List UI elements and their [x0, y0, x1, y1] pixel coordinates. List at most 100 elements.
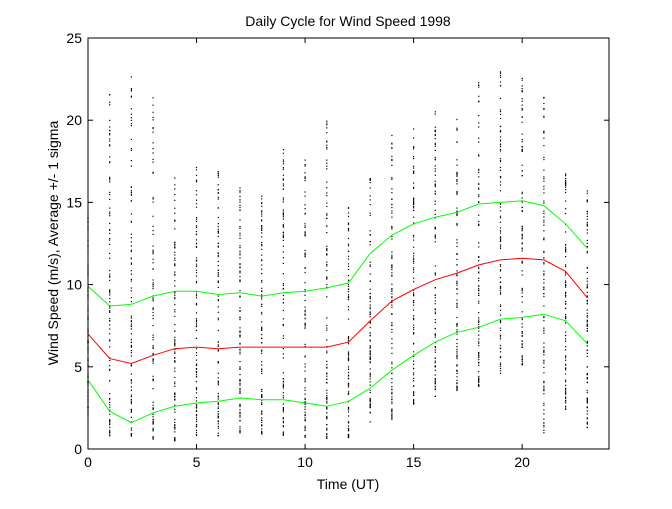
scatter-point [195, 389, 198, 391]
scatter-point [347, 338, 350, 340]
scatter-point [369, 273, 371, 275]
scatter-point [369, 351, 371, 353]
scatter-point [195, 431, 198, 434]
scatter-point [521, 98, 523, 100]
scatter-point [543, 200, 545, 202]
scatter-point [499, 97, 502, 100]
scatter-point [413, 156, 415, 158]
scatter-point [456, 354, 458, 356]
scatter-point [413, 402, 415, 404]
scatter-point [152, 423, 154, 425]
scatter-point [434, 129, 436, 131]
scatter-point [499, 125, 502, 127]
scatter-point [239, 361, 241, 363]
scatter-point [282, 251, 284, 253]
scatter-point [434, 180, 436, 182]
scatter-point [499, 247, 502, 249]
scatter-point [109, 269, 111, 272]
scatter-point [304, 323, 306, 326]
scatter-point [174, 399, 176, 401]
scatter-point [239, 342, 241, 344]
scatter-point [152, 413, 154, 415]
scatter-point [565, 174, 567, 176]
scatter-point [326, 253, 328, 255]
scatter-point [434, 159, 436, 161]
scatter-point [326, 217, 328, 219]
scatter-point [499, 246, 502, 248]
scatter-point [326, 397, 328, 399]
scatter-point [413, 380, 415, 382]
scatter-point [499, 320, 502, 322]
scatter-point [434, 349, 436, 351]
scatter-point [195, 415, 198, 417]
scatter-point [347, 309, 350, 311]
scatter-point [413, 377, 415, 379]
scatter-point [565, 283, 567, 286]
scatter-point [543, 366, 545, 369]
scatter-point [304, 398, 306, 400]
scatter-point [174, 291, 176, 293]
scatter-point [195, 397, 198, 399]
scatter-point [174, 411, 176, 413]
scatter-point [543, 192, 545, 194]
scatter-point [282, 407, 284, 409]
scatter-column-hour-17 [456, 118, 458, 392]
scatter-point [261, 372, 263, 374]
scatter-point [543, 131, 545, 133]
scatter-point [174, 259, 176, 261]
scatter-point [413, 246, 415, 248]
scatter-point [326, 435, 328, 437]
scatter-point [369, 399, 371, 402]
scatter-point [239, 367, 241, 369]
scatter-point [282, 425, 284, 427]
scatter-point [282, 337, 284, 339]
scatter-point [565, 334, 567, 336]
scatter-point [239, 413, 241, 415]
scatter-point [217, 225, 219, 228]
scatter-point [174, 242, 176, 244]
scatter-point [239, 366, 241, 368]
scatter-point [413, 304, 415, 306]
scatter-point [109, 198, 111, 200]
scatter-point [217, 242, 219, 244]
scatter-point [239, 317, 241, 319]
scatter-point [174, 274, 176, 276]
scatter-point [261, 287, 263, 289]
scatter-point [109, 324, 111, 326]
scatter-point [565, 183, 567, 185]
scatter-point [239, 331, 241, 333]
scatter-point [282, 298, 284, 300]
scatter-point [434, 272, 436, 275]
scatter-point [261, 369, 263, 371]
scatter-point [521, 193, 523, 195]
scatter-point [326, 437, 328, 440]
scatter-point [391, 274, 393, 276]
scatter-point [130, 341, 132, 343]
scatter-point [282, 411, 284, 413]
scatter-point [261, 350, 263, 352]
scatter-point [174, 424, 176, 426]
scatter-point [347, 290, 350, 293]
scatter-point [565, 184, 567, 186]
scatter-point [434, 297, 436, 299]
scatter-point [347, 435, 350, 437]
scatter-point [369, 212, 371, 214]
scatter-point [347, 351, 350, 353]
scatter-point [499, 131, 502, 133]
scatter-point [195, 318, 198, 320]
scatter-point [174, 241, 176, 243]
scatter-point [521, 141, 523, 143]
scatter-point [326, 372, 328, 374]
scatter-point [326, 277, 328, 279]
scatter-point [261, 326, 263, 328]
scatter-point [282, 431, 284, 433]
scatter-point [109, 406, 111, 408]
scatter-point [586, 417, 588, 419]
scatter-point [434, 227, 436, 229]
scatter-point [499, 111, 502, 113]
scatter-point [282, 197, 284, 199]
scatter-point [152, 311, 154, 314]
scatter-point [261, 279, 263, 282]
scatter-point [369, 356, 371, 359]
scatter-point [152, 318, 154, 320]
